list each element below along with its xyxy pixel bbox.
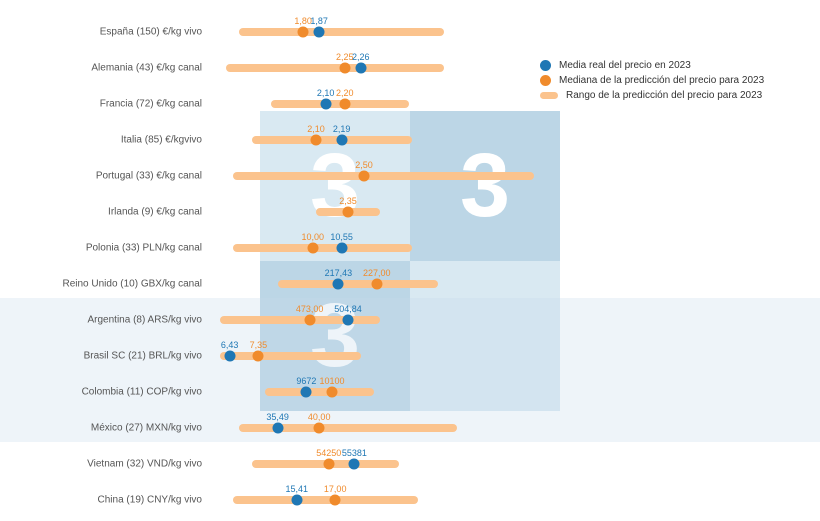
median-dot — [339, 99, 350, 110]
range-bar — [233, 496, 419, 504]
row-label: Irlanda (9) €/kg canal — [0, 207, 210, 218]
row-label: Francia (72) €/kg canal — [0, 99, 210, 110]
real-dot — [336, 135, 347, 146]
chart-row: Italia (85) €/kgvivo 2,10 2,19 — [0, 122, 820, 158]
real-value-label: 15,41 — [286, 484, 309, 494]
real-dot — [224, 351, 235, 362]
real-value-label: 2,26 — [352, 52, 370, 62]
legend: Media real del precio en 2023 Mediana de… — [540, 60, 764, 105]
chart-row: España (150) €/kg vivo 1,801,87 — [0, 14, 820, 50]
median-value-label: 40,00 — [308, 412, 331, 422]
real-dot — [336, 243, 347, 254]
chart-row: Irlanda (9) €/kg canal 2,35 — [0, 194, 820, 230]
median-value-label: 2,20 — [336, 88, 354, 98]
range-bar — [233, 172, 534, 180]
legend-item-range: Rango de la predicción del precio para 2… — [540, 90, 764, 101]
median-dot — [327, 387, 338, 398]
median-dot — [311, 135, 322, 146]
real-dot — [320, 99, 331, 110]
real-dot — [301, 387, 312, 398]
real-value-label: 6,43 — [221, 340, 239, 350]
median-value-label: 10,00 — [302, 232, 325, 242]
real-dot — [355, 63, 366, 74]
median-value-label: 473,00 — [296, 304, 324, 314]
chart-row: México (27) MXN/kg vivo 40,00 35,49 — [0, 410, 820, 446]
legend-range-swatch — [540, 92, 558, 99]
legend-median-label: Mediana de la predicción del precio para… — [559, 75, 764, 86]
median-dot — [330, 495, 341, 506]
median-dot — [359, 171, 370, 182]
median-value-label: 17,00 — [324, 484, 347, 494]
chart-row: Reino Unido (10) GBX/kg canal 227,00 217,4… — [0, 266, 820, 302]
real-value-label: 35,49 — [266, 412, 289, 422]
row-label: Italia (85) €/kgvivo — [0, 135, 210, 146]
median-dot — [323, 459, 334, 470]
median-dot — [343, 207, 354, 218]
range-bar — [278, 280, 438, 288]
median-value-label: 2,35 — [339, 196, 357, 206]
median-value-label: 227,00 — [363, 268, 391, 278]
real-value-label: 9672 — [296, 376, 316, 386]
range-bar — [252, 136, 412, 144]
real-dot — [343, 315, 354, 326]
real-value-label: 2,10 — [317, 88, 335, 98]
legend-median-dot — [540, 75, 551, 86]
median-dot — [314, 423, 325, 434]
real-dot — [291, 495, 302, 506]
real-dot — [314, 27, 325, 38]
chart-row: Argentina (8) ARS/kg vivo 473,00 504,84 — [0, 302, 820, 338]
median-dot — [253, 351, 264, 362]
row-label: México (27) MXN/kg vivo — [0, 423, 210, 434]
chart-row: Brasil SC (21) BRL/kg vivo 7,35 6,43 — [0, 338, 820, 374]
range-bar — [226, 64, 444, 72]
median-dot — [371, 279, 382, 290]
legend-real-label: Media real del precio en 2023 — [559, 60, 691, 71]
median-value-label: 1,80 — [294, 16, 312, 26]
row-label: Argentina (8) ARS/kg vivo — [0, 315, 210, 326]
chart-row: Colombia (11) COP/kg vivo 101009672 — [0, 374, 820, 410]
range-bar — [239, 28, 444, 36]
median-dot — [298, 27, 309, 38]
median-value-label: 2,25 — [336, 52, 354, 62]
range-bar — [265, 388, 374, 396]
chart-row: Portugal (33) €/kg canal 2,50 — [0, 158, 820, 194]
row-label: Vietnam (32) VND/kg vivo — [0, 459, 210, 470]
row-label: Colombia (11) COP/kg vivo — [0, 387, 210, 398]
legend-item-median: Mediana de la predicción del precio para… — [540, 75, 764, 86]
range-bar — [233, 244, 412, 252]
row-label: Polonia (33) PLN/kg canal — [0, 243, 210, 254]
median-dot — [304, 315, 315, 326]
median-dot — [339, 63, 350, 74]
real-value-label: 217,43 — [325, 268, 353, 278]
chart-row: Vietnam (32) VND/kg vivo 5425055381 — [0, 446, 820, 482]
row-label: España (150) €/kg vivo — [0, 27, 210, 38]
median-value-label: 54250 — [316, 448, 341, 458]
real-value-label: 10,55 — [330, 232, 353, 242]
legend-range-label: Rango de la predicción del precio para 2… — [566, 90, 762, 101]
row-label: China (19) CNY/kg vivo — [0, 495, 210, 506]
row-label: Portugal (33) €/kg canal — [0, 171, 210, 182]
real-value-label: 2,19 — [333, 124, 351, 134]
row-label: Brasil SC (21) BRL/kg vivo — [0, 351, 210, 362]
median-value-label: 7,35 — [250, 340, 268, 350]
real-dot — [349, 459, 360, 470]
range-bar — [220, 316, 380, 324]
real-dot — [333, 279, 344, 290]
chart-row: China (19) CNY/kg vivo 17,00 15,41 — [0, 482, 820, 518]
median-dot — [307, 243, 318, 254]
row-label: Alemania (43) €/kg canal — [0, 63, 210, 74]
row-label: Reino Unido (10) GBX/kg canal — [0, 279, 210, 290]
median-value-label: 2,10 — [307, 124, 325, 134]
real-dot — [272, 423, 283, 434]
median-value-label: 10100 — [319, 376, 344, 386]
legend-item-real: Media real del precio en 2023 — [540, 60, 764, 71]
median-value-label: 2,50 — [355, 160, 373, 170]
real-value-label: 1,87 — [310, 16, 328, 26]
legend-real-dot — [540, 60, 551, 71]
chart-row: Polonia (33) PLN/kg canal 10,00 10,55 — [0, 230, 820, 266]
real-value-label: 55381 — [342, 448, 367, 458]
range-bar — [220, 352, 361, 360]
real-value-label: 504,84 — [334, 304, 362, 314]
